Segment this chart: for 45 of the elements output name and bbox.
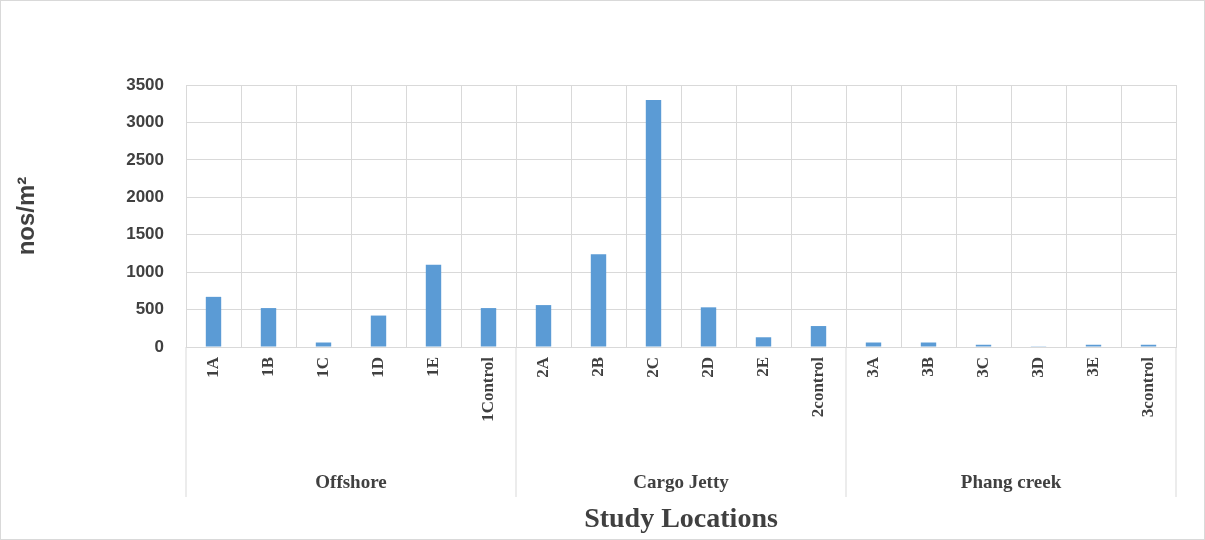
bar (810, 326, 827, 347)
x-tick-label: 1E (422, 357, 442, 377)
y-tick-label: 3500 (126, 74, 164, 94)
x-tick-label: 3B (917, 357, 937, 377)
x-tick-label: 3control (1137, 356, 1157, 418)
bar (755, 337, 772, 347)
bar (590, 254, 607, 347)
x-tick-label: 3E (1082, 357, 1102, 377)
bar (370, 315, 387, 347)
x-tick-label: 1Control (477, 356, 497, 422)
x-tick-label: 2D (697, 357, 717, 378)
x-tick-label: 2E (752, 357, 772, 377)
y-tick-label: 0 (154, 336, 164, 356)
text: Cargo Jetty (633, 470, 730, 492)
text: Phang creek (960, 470, 1062, 492)
y-tick-label: 1000 (126, 261, 164, 281)
x-tick-label: 3A (862, 356, 882, 378)
x-tick-label: 1A (202, 356, 222, 378)
y-tick-label: 500 (135, 299, 164, 319)
bar (535, 305, 552, 347)
bar (480, 308, 497, 347)
bar (315, 342, 332, 347)
y-tick-label: 2000 (126, 186, 164, 206)
bar (425, 264, 442, 347)
bar (260, 308, 277, 347)
bar (205, 296, 222, 347)
x-tick-label: 3D (1027, 357, 1047, 378)
x-tick-label: 2control (807, 356, 827, 418)
x-axis-title: Study Locations (584, 502, 778, 534)
bar (645, 99, 662, 347)
bar (865, 342, 882, 347)
y-tick-label: 2500 (126, 149, 164, 169)
y-axis-title: nos/m² (12, 176, 40, 256)
bar (920, 342, 937, 347)
x-tick-label: 2C (642, 357, 662, 378)
bar (700, 307, 717, 347)
text: Offshore (315, 470, 387, 492)
x-tick-label: 3C (972, 357, 992, 378)
y-tick-label: 3000 (126, 112, 164, 132)
x-tick-label: 2B (587, 357, 607, 377)
x-tick-label: 1C (312, 357, 332, 378)
x-tick-label: 2A (532, 356, 552, 378)
x-tick-label: 1D (367, 357, 387, 378)
y-tick-label: 1500 (126, 224, 164, 244)
x-tick-label: 1B (257, 357, 277, 377)
